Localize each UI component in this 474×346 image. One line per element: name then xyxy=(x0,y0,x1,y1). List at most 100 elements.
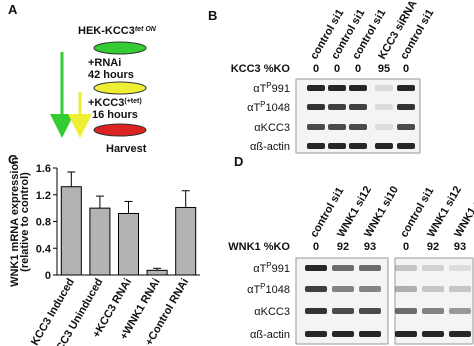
row-text: αß-actin xyxy=(250,141,290,153)
band xyxy=(328,124,346,130)
row-label: αß-actin xyxy=(250,141,290,153)
band xyxy=(397,104,415,110)
band xyxy=(449,265,471,271)
step-label: +KCC3(+tet) xyxy=(88,97,142,109)
band xyxy=(305,331,327,337)
y-tick-label: 1.6 xyxy=(36,163,51,175)
band xyxy=(449,331,471,337)
band xyxy=(349,124,367,130)
row-text: αT xyxy=(247,102,260,114)
ko-value: 0 xyxy=(313,63,319,75)
blot xyxy=(394,257,474,345)
row-label: αTP1048 xyxy=(247,100,290,115)
cell-line-name: HEK-KCC3 xyxy=(78,25,135,37)
blot xyxy=(295,78,421,154)
y-axis-title: WNK1 mRNA expression xyxy=(9,157,21,287)
bar xyxy=(175,206,197,276)
band xyxy=(305,265,327,271)
band xyxy=(449,308,471,314)
band xyxy=(422,308,444,314)
panel-label: A xyxy=(8,2,18,17)
band xyxy=(397,143,415,149)
row-label: αTP991 xyxy=(253,261,290,276)
dish xyxy=(93,41,147,55)
row-label: αTP991 xyxy=(253,81,290,96)
ko-value: 0 xyxy=(313,241,319,253)
ko-value: 92 xyxy=(337,241,349,253)
step-sup: (+tet) xyxy=(124,98,141,105)
band xyxy=(328,104,346,110)
row-label: αTP1048 xyxy=(247,282,290,297)
band xyxy=(449,286,471,292)
error-bar xyxy=(153,267,162,271)
band xyxy=(305,308,327,314)
y-tick-label: 0.8 xyxy=(36,217,51,229)
band xyxy=(307,124,325,130)
band xyxy=(332,286,354,292)
y-tick-label: 0 xyxy=(45,270,51,282)
y-tick-label: 0.4 xyxy=(36,243,52,255)
error-bar xyxy=(124,200,133,214)
band xyxy=(375,85,393,91)
band xyxy=(375,143,393,149)
band xyxy=(349,143,367,149)
band xyxy=(332,265,354,271)
band xyxy=(375,124,393,130)
band xyxy=(359,331,381,337)
bar xyxy=(117,212,140,276)
band xyxy=(307,104,325,110)
row-sup: P xyxy=(266,261,271,270)
dish xyxy=(93,81,147,95)
band xyxy=(422,331,444,337)
bar xyxy=(60,186,82,276)
band xyxy=(422,265,444,271)
row-label: αKCC3 xyxy=(254,306,290,318)
band xyxy=(397,124,415,130)
band xyxy=(395,286,417,292)
ko-value: 0 xyxy=(334,63,340,75)
band xyxy=(328,143,346,149)
band xyxy=(395,265,417,271)
row-label: αKCC3 xyxy=(254,122,290,134)
row-rest: 1048 xyxy=(266,284,290,296)
band xyxy=(332,331,354,337)
band xyxy=(375,104,393,110)
ko-value: 95 xyxy=(378,63,390,75)
band xyxy=(395,331,417,337)
row-label: αß-actin xyxy=(250,329,290,341)
ko-value: 0 xyxy=(403,241,409,253)
error-bar xyxy=(95,195,104,209)
ko-value: 0 xyxy=(355,63,361,75)
ko-value: 93 xyxy=(364,241,376,253)
row-text: αß-actin xyxy=(250,329,290,341)
row-text: αT xyxy=(253,263,266,275)
band xyxy=(359,286,381,292)
band xyxy=(305,286,327,292)
band xyxy=(307,85,325,91)
step-name: +KCC3 xyxy=(88,97,124,109)
panel-label: B xyxy=(208,8,217,23)
row-text: αKCC3 xyxy=(254,122,290,134)
band xyxy=(349,85,367,91)
row-rest: 991 xyxy=(272,83,290,95)
band xyxy=(332,308,354,314)
step-label: +RNAi xyxy=(88,57,121,69)
cell-line-sup: tet ON xyxy=(135,26,157,33)
ko-value: 0 xyxy=(403,63,409,75)
y-tick-label: 1.2 xyxy=(36,190,51,202)
error-bar xyxy=(67,171,76,187)
band xyxy=(397,85,415,91)
cell-line: HEK-KCC3tet ON xyxy=(78,25,157,37)
row-rest: 1048 xyxy=(266,102,290,114)
row-text: αT xyxy=(253,83,266,95)
bar xyxy=(146,269,168,276)
panel-label: C xyxy=(8,152,18,167)
error-bar xyxy=(181,190,190,208)
y-axis-title: (relative to control) xyxy=(19,172,31,272)
end-label: Harvest xyxy=(106,143,147,155)
dish xyxy=(93,123,147,137)
row-text: αT xyxy=(247,284,260,296)
blot xyxy=(295,257,389,345)
